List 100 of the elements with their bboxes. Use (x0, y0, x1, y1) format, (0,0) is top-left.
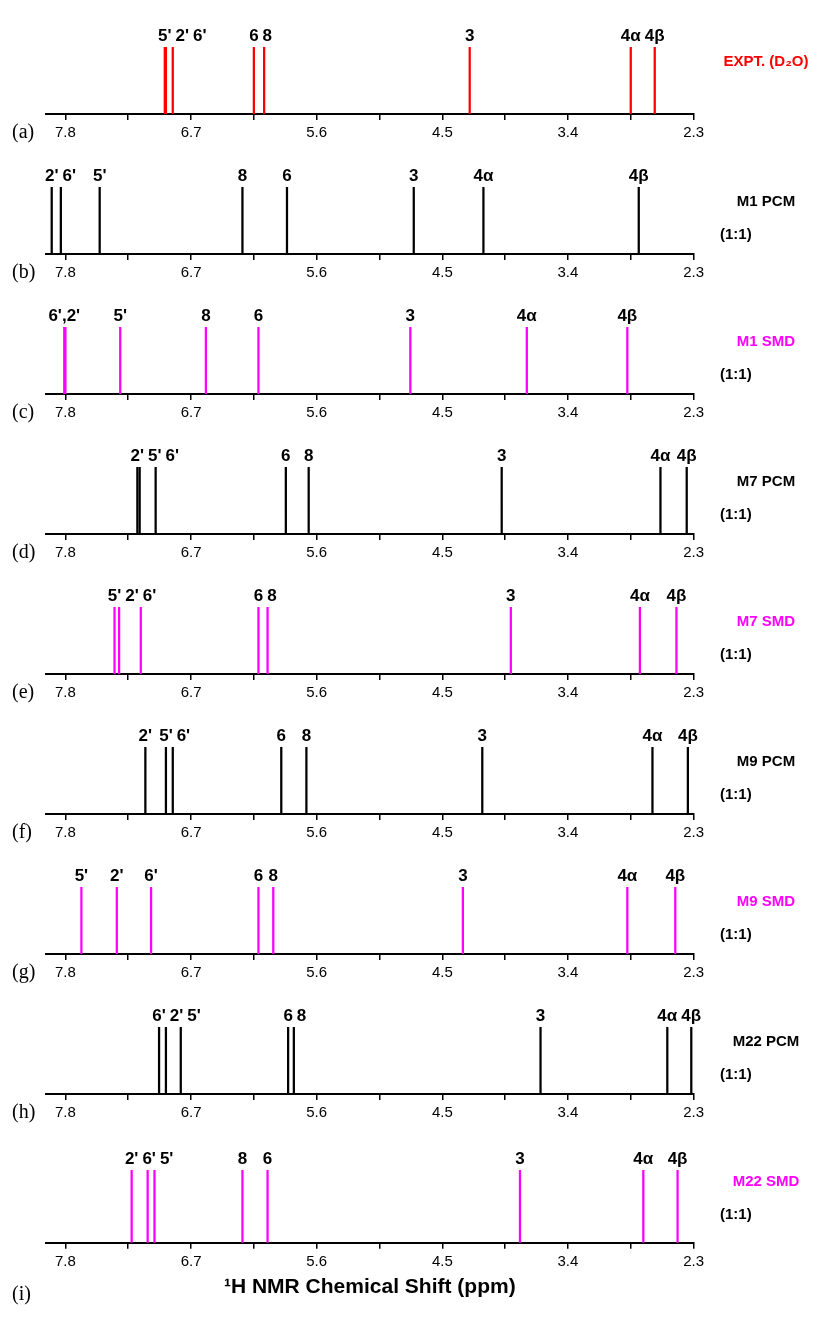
text: M22 PCM (731, 1032, 801, 1049)
annotation: 5' (159, 726, 173, 746)
annotation: 6' (152, 1006, 166, 1026)
annotation: 8 (237, 166, 248, 186)
text: M9 PCM (735, 752, 797, 769)
annotation: 6' (142, 1149, 156, 1169)
x-tick-label: 2.3 (683, 543, 704, 561)
text: (f) (12, 820, 32, 843)
annotation: 5' (107, 586, 122, 606)
x-tick-label: 5.6 (306, 1103, 328, 1121)
annotation: 4β (665, 866, 686, 886)
annotation: 3 (458, 866, 468, 886)
x-tick-label: 5.6 (306, 263, 328, 281)
annotation: 6 (262, 1149, 273, 1169)
x-tick-label: 3.4 (557, 963, 579, 981)
x-tick-label: 5.6 (306, 403, 328, 421)
text: (1:1) (719, 1205, 753, 1222)
x-tick-label: 5.6 (306, 963, 328, 981)
annotation: 8 (268, 866, 279, 886)
text: (1:1) (719, 505, 753, 522)
text: (1:1) (719, 1065, 753, 1082)
annotation: 6' (176, 726, 191, 746)
x-tick-label: 6.7 (180, 1251, 202, 1269)
x-tick-label: 4.5 (431, 543, 453, 561)
annotation: 4β (677, 726, 698, 746)
annotation: 5' (92, 166, 107, 186)
x-tick-label: 3.4 (557, 1251, 579, 1269)
text: (a) (12, 120, 35, 143)
annotation: 4α (473, 166, 494, 186)
x-tick-label: 3.4 (557, 123, 579, 141)
x-tick-label: 6.7 (180, 403, 202, 421)
annotation: 6 (283, 1006, 293, 1026)
annotation: 5' (148, 446, 162, 466)
x-tick-label: 2.3 (683, 1103, 704, 1121)
x-tick-label: 7.8 (54, 683, 76, 701)
x-tick-label: 7.8 (54, 403, 76, 421)
annotation: 3 (506, 586, 516, 606)
annotation: 4α (642, 726, 663, 746)
annotation: 2' (169, 1006, 184, 1026)
annotation: 4α (657, 1006, 678, 1026)
x-tick-label: 3.4 (557, 263, 579, 281)
annotation: 6' (144, 866, 158, 886)
x-tick-label: 6.7 (180, 123, 202, 141)
x-tick-label: 3.4 (557, 543, 579, 561)
annotation: 8 (237, 1149, 248, 1169)
annotation: 4α (633, 1149, 654, 1169)
text: (b) (12, 260, 36, 283)
annotation: 2' (130, 446, 145, 466)
text: (1:1) (719, 785, 753, 802)
annotation: 4α (617, 866, 638, 886)
annotation: 5' (74, 866, 89, 886)
x-tick-label: 4.5 (431, 403, 453, 421)
x-tick-label: 3.4 (557, 823, 579, 841)
annotation: 6' (193, 26, 207, 46)
x-tick-label: 2.3 (683, 683, 704, 701)
annotation: 2' (125, 586, 139, 606)
annotation: 8 (201, 306, 211, 326)
annotation: 2' (124, 1149, 139, 1169)
x-axis-title: ¹H NMR Chemical Shift (ppm) (223, 1274, 516, 1298)
annotation: 4β (644, 26, 665, 46)
x-tick-label: 2.3 (683, 263, 704, 281)
x-tick-label: 3.4 (557, 1103, 579, 1121)
text: (1:1) (719, 225, 753, 242)
annotation: 6 (276, 726, 287, 746)
annotation: 8 (296, 1006, 307, 1026)
x-tick-label: 6.7 (180, 683, 202, 701)
x-tick-label: 7.8 (54, 123, 76, 141)
text: (1:1) (719, 645, 753, 662)
annotation: 2' (44, 166, 59, 186)
annotation: 8 (267, 586, 277, 606)
x-tick-label: 5.6 (306, 823, 328, 841)
annotation: 5' (159, 1149, 174, 1169)
annotation: 6' (62, 166, 76, 186)
text: M22 SMD (731, 1172, 801, 1189)
x-tick-label: 7.8 (54, 1251, 76, 1269)
annotation: 5' (158, 26, 172, 46)
annotation: 8 (262, 26, 273, 46)
annotation: 4α (620, 26, 642, 46)
x-tick-label: 3.4 (557, 403, 579, 421)
text: M7 SMD (735, 612, 797, 629)
x-tick-label: 2.3 (683, 1251, 704, 1269)
annotation: 6' (142, 586, 157, 606)
annotation: 6',2' (48, 306, 81, 326)
x-tick-label: 2.3 (683, 963, 704, 981)
annotation: 3 (535, 1006, 546, 1026)
annotation: 8 (301, 726, 312, 746)
x-tick-label: 6.7 (180, 543, 202, 561)
annotation: 8 (303, 446, 314, 466)
annotation: 6 (282, 166, 292, 186)
text: (c) (12, 400, 35, 423)
annotation: 3 (464, 26, 475, 46)
annotation: 6' (165, 446, 180, 466)
annotation: 5' (187, 1006, 201, 1026)
text: (1:1) (719, 365, 753, 382)
annotation: 4β (628, 166, 649, 186)
text: M1 SMD (735, 332, 797, 349)
x-tick-label: 2.3 (683, 403, 704, 421)
annotation: 6 (281, 446, 291, 466)
x-tick-label: 7.8 (54, 543, 76, 561)
x-tick-label: 4.5 (431, 263, 453, 281)
